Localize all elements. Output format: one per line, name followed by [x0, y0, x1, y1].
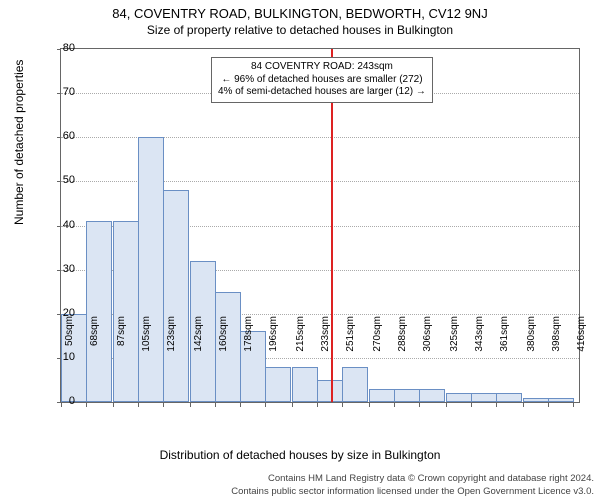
xtick-label: 196sqm	[268, 316, 279, 358]
histogram-bar	[113, 221, 139, 402]
annotation-box: 84 COVENTRY ROAD: 243sqm← 96% of detache…	[211, 57, 433, 103]
histogram-bar	[342, 367, 368, 402]
histogram-bar	[548, 398, 574, 402]
xtick-label: 361sqm	[499, 316, 510, 358]
ytick-mark	[57, 93, 61, 94]
xtick-mark	[573, 403, 574, 407]
annotation-line-3: 4% of semi-detached houses are larger (1…	[218, 86, 426, 99]
xtick-label: 288sqm	[397, 316, 408, 358]
xtick-mark	[215, 403, 216, 407]
xtick-label: 325sqm	[449, 316, 460, 358]
xtick-mark	[446, 403, 447, 407]
xtick-label: 343sqm	[474, 316, 485, 358]
histogram-bar	[292, 367, 318, 402]
histogram-bar	[317, 380, 343, 402]
histogram-bar	[369, 389, 395, 402]
xtick-mark	[190, 403, 191, 407]
xtick-label: 87sqm	[116, 316, 127, 358]
xtick-mark	[292, 403, 293, 407]
chart-subtitle: Size of property relative to detached ho…	[0, 23, 600, 37]
xtick-label: 233sqm	[320, 316, 331, 358]
xtick-label: 142sqm	[193, 316, 204, 358]
xtick-label: 270sqm	[372, 316, 383, 358]
histogram-bar	[471, 393, 497, 402]
ytick-label: 30	[63, 263, 75, 275]
xtick-label: 68sqm	[89, 316, 100, 358]
histogram-bar	[446, 393, 472, 402]
ytick-mark	[57, 270, 61, 271]
xtick-label: 380sqm	[526, 316, 537, 358]
footer-line-2: Contains public sector information licen…	[231, 486, 594, 498]
xtick-mark	[342, 403, 343, 407]
histogram-bar	[138, 137, 164, 402]
xtick-mark	[86, 403, 87, 407]
xtick-label: 50sqm	[64, 316, 75, 358]
annotation-line-1: 84 COVENTRY ROAD: 243sqm	[218, 61, 426, 74]
histogram-bar	[523, 398, 549, 402]
xtick-label: 215sqm	[295, 316, 306, 358]
xtick-mark	[265, 403, 266, 407]
xtick-mark	[240, 403, 241, 407]
xtick-mark	[113, 403, 114, 407]
xtick-mark	[471, 403, 472, 407]
xtick-label: 398sqm	[551, 316, 562, 358]
xtick-mark	[163, 403, 164, 407]
xtick-label: 123sqm	[166, 316, 177, 358]
xtick-mark	[61, 403, 62, 407]
ytick-label: 80	[63, 42, 75, 54]
ytick-label: 70	[63, 86, 75, 98]
xtick-label: 306sqm	[422, 316, 433, 358]
xtick-mark	[369, 403, 370, 407]
xtick-mark	[394, 403, 395, 407]
y-axis-label: Number of detached properties	[12, 60, 26, 225]
xtick-label: 178sqm	[243, 316, 254, 358]
histogram-bar	[163, 190, 189, 402]
xtick-label: 416sqm	[576, 316, 587, 358]
ytick-mark	[57, 181, 61, 182]
ytick-mark	[57, 226, 61, 227]
xtick-label: 105sqm	[141, 316, 152, 358]
footer-attribution: Contains HM Land Registry data © Crown c…	[231, 473, 594, 498]
xtick-mark	[317, 403, 318, 407]
xtick-mark	[496, 403, 497, 407]
chart-title: 84, COVENTRY ROAD, BULKINGTON, BEDWORTH,…	[0, 0, 600, 21]
xtick-label: 160sqm	[218, 316, 229, 358]
ytick-label: 40	[63, 219, 75, 231]
ytick-label: 60	[63, 130, 75, 142]
histogram-bar	[265, 367, 291, 402]
xtick-mark	[523, 403, 524, 407]
ytick-mark	[57, 49, 61, 50]
xtick-mark	[419, 403, 420, 407]
ytick-mark	[57, 137, 61, 138]
ytick-label: 50	[63, 174, 75, 186]
histogram-bar	[394, 389, 420, 402]
xtick-label: 251sqm	[345, 316, 356, 358]
histogram-bar	[86, 221, 112, 402]
x-axis-label: Distribution of detached houses by size …	[0, 448, 600, 462]
ytick-label: 0	[69, 395, 75, 407]
histogram-bar	[419, 389, 445, 402]
xtick-mark	[548, 403, 549, 407]
annotation-line-2: ← 96% of detached houses are smaller (27…	[218, 74, 426, 87]
xtick-mark	[138, 403, 139, 407]
footer-line-1: Contains HM Land Registry data © Crown c…	[231, 473, 594, 485]
histogram-bar	[496, 393, 522, 402]
